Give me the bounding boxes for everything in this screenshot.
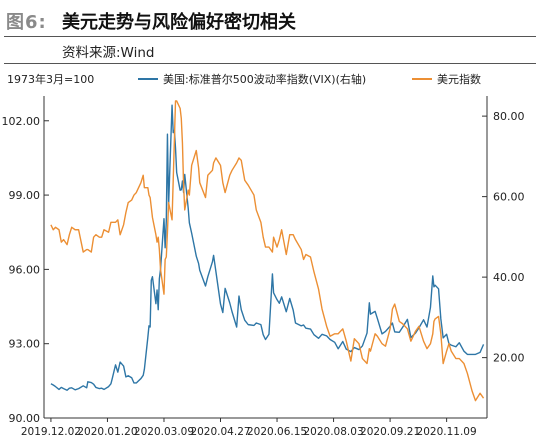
x-tick-label: 2020.08.03	[304, 426, 364, 438]
data-source: 资料来源:Wind	[62, 45, 155, 61]
figure-label: 图6:	[6, 12, 47, 33]
axis-layer	[43, 96, 488, 422]
x-tick-label: 2019.12.02	[21, 426, 81, 438]
series-layer	[50, 100, 485, 402]
right-tick-label: 40.00	[493, 271, 525, 284]
legend-item-vix: 美国:标准普尔500波动率指数(VIX)(右轴)	[138, 71, 366, 87]
usd-index-series-line	[50, 100, 485, 402]
x-tick-label: 2020.04.27	[190, 426, 250, 438]
x-tick-label: 2020.06.15	[247, 426, 307, 438]
left-tick-label: 102.00	[2, 115, 41, 128]
left-tick-label: 93.00	[9, 338, 41, 351]
left-tick-label: 96.00	[9, 263, 41, 276]
legend-item-usd: 美元指数	[412, 71, 481, 87]
right-tick-label: 80.00	[493, 110, 525, 123]
legend-label-usd: 美元指数	[437, 73, 481, 86]
legend-label-vix: 美国:标准普尔500波动率指数(VIX)(右轴)	[163, 73, 367, 86]
right-tick-label: 20.00	[493, 352, 525, 365]
x-tick-label: 2020.01.20	[77, 426, 137, 438]
figure-title: 美元走势与风险偏好密切相关	[62, 12, 296, 33]
x-tick-label: 2020.09.21	[360, 426, 420, 438]
figure-header: 图6: 美元走势与风险偏好密切相关 资料来源:Wind	[0, 0, 540, 66]
right-tick-label: 60.00	[493, 191, 525, 204]
base-note: 1973年3月=100	[7, 73, 95, 86]
x-tick-label: 2020.03.09	[134, 426, 194, 438]
header-rule-bottom	[4, 63, 536, 64]
vix-series-line	[50, 104, 485, 391]
legend-swatch-vix	[138, 78, 158, 80]
left-tick-label: 99.00	[9, 189, 41, 202]
tick-label-layer: 90.00 93.00 96.00 99.00 102.00 20.00 40.00 60.0…	[2, 110, 525, 438]
header-rule-top	[4, 36, 536, 37]
x-tick-label: 2020.11.09	[417, 426, 477, 438]
left-tick-label: 90.00	[9, 412, 41, 425]
legend-swatch-usd	[412, 78, 432, 80]
